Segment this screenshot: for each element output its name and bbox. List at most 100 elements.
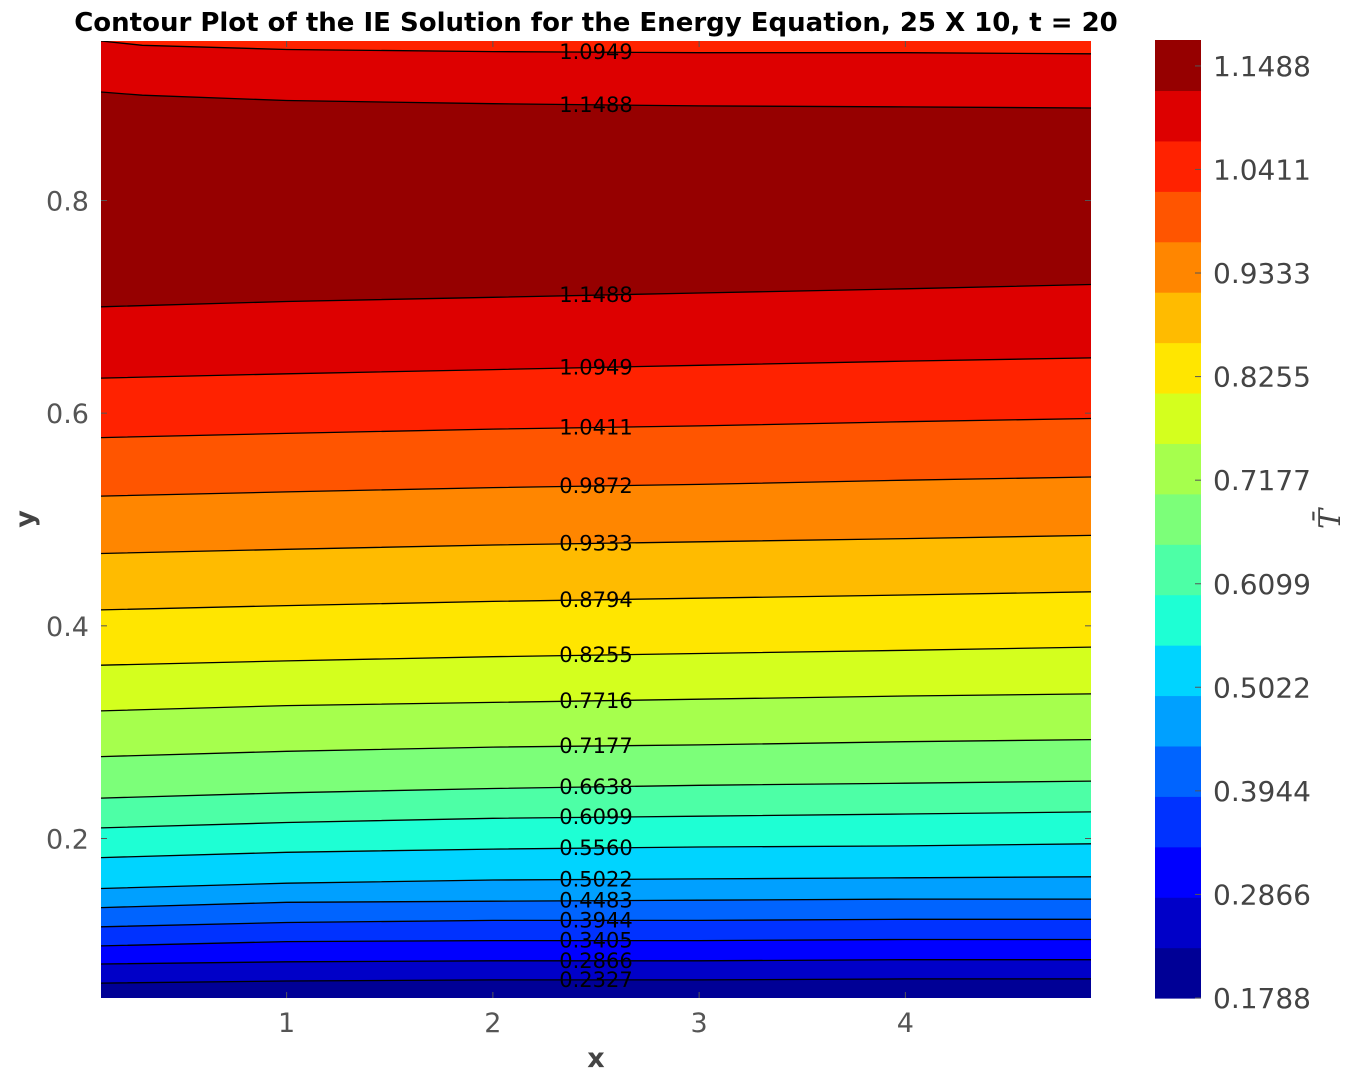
contour-band	[101, 41, 1091, 54]
contour-band	[101, 978, 1091, 998]
contour-band	[101, 647, 1091, 711]
colorbar-segment	[1155, 594, 1201, 646]
contour-line	[101, 938, 1091, 947]
x-tick-label: 1	[278, 1008, 295, 1039]
contour-level-label: 0.4483	[559, 889, 632, 913]
contour-line	[101, 476, 1091, 497]
colorbar-tick-label: 0.1788	[1213, 982, 1311, 1015]
colorbar-segment	[1155, 241, 1201, 293]
contour-level-label: 1.0949	[559, 355, 632, 379]
colorbar-segment	[1155, 493, 1201, 545]
colorbar-tick-label: 1.0411	[1213, 153, 1311, 186]
colorbar-segment	[1155, 645, 1201, 697]
colorbar-segment	[1155, 392, 1201, 444]
contour-line	[101, 591, 1091, 611]
colorbar-segment	[1155, 947, 1201, 999]
colorbar-tick-label: 0.2866	[1213, 878, 1311, 911]
contour-band	[101, 357, 1091, 438]
colorbar-tick-label: 0.5022	[1213, 671, 1311, 704]
contour-line	[101, 41, 1091, 55]
contour-level-label: 0.5560	[559, 836, 632, 860]
contour-level-label: 0.6638	[559, 775, 632, 799]
colorbar-segment	[1155, 846, 1201, 898]
contour-band	[101, 959, 1091, 984]
colorbar-tick-label: 0.6099	[1213, 568, 1311, 601]
contour-band	[101, 843, 1091, 889]
y-tick-label: 0.2	[46, 825, 89, 856]
contour-band	[101, 693, 1091, 757]
colorbar-segment	[1155, 191, 1201, 243]
contour-level-label: 0.3944	[559, 908, 632, 932]
x-axis-label: x	[587, 1043, 604, 1074]
colorbar-segment	[1155, 40, 1201, 92]
colorbar-segment	[1155, 140, 1201, 192]
contour-band	[101, 591, 1091, 666]
colorbar-segment	[1155, 443, 1201, 495]
contour-line	[101, 91, 1091, 109]
contour-level-label: 0.3405	[559, 929, 632, 953]
contour-level-label: 0.7716	[559, 689, 632, 713]
contour-level-label: 0.5022	[559, 867, 632, 891]
contour-line	[101, 357, 1091, 379]
contour-level-label: 0.6099	[559, 805, 632, 829]
contour-line	[101, 738, 1091, 758]
contour-band	[101, 41, 1091, 108]
contour-level-label: 1.1488	[559, 283, 632, 307]
contour-band	[101, 418, 1091, 497]
contour-band	[101, 876, 1091, 908]
colorbar-segment	[1155, 695, 1201, 747]
contour-line	[101, 417, 1091, 439]
contour-line	[101, 918, 1091, 928]
y-axis-label: y	[10, 510, 41, 528]
chart-title: Contour Plot of the IE Solution for the …	[74, 8, 1118, 38]
contour-line	[101, 780, 1091, 799]
contour-line	[101, 876, 1091, 890]
y-tick-label: 0.6	[46, 399, 89, 430]
colorbar-tick-label: 0.8255	[1213, 361, 1311, 394]
contour-band	[101, 284, 1091, 379]
colorbar-label: T̄	[1312, 507, 1348, 529]
colorbar-segment	[1155, 796, 1201, 848]
colorbar-segment	[1155, 292, 1201, 344]
contour-line	[101, 283, 1091, 308]
x-tick-label: 2	[484, 1008, 501, 1039]
contour-line	[101, 693, 1091, 712]
contour-band	[101, 477, 1091, 554]
contour-level-label: 1.0411	[559, 416, 632, 440]
colorbar-segment	[1155, 342, 1201, 394]
contour-line	[101, 959, 1091, 965]
contour-band	[101, 939, 1091, 964]
contour-lines	[101, 41, 1091, 984]
colorbar-tick-label: 0.7177	[1213, 464, 1311, 497]
colorbar-segment	[1155, 544, 1201, 596]
colorbar-segment	[1155, 90, 1201, 142]
colorbar-tick-label: 0.3944	[1213, 775, 1311, 808]
contour-line	[101, 843, 1091, 859]
contour-level-label: 0.8794	[559, 588, 632, 612]
contour-line	[101, 898, 1091, 909]
axes: 1 2 3 4 0.2 0.4 0.6 0.8	[46, 41, 1091, 1039]
contour-level-label: 0.7177	[559, 734, 632, 758]
colorbar-segment	[1155, 745, 1201, 797]
colorbar-tick-label: 1.1488	[1213, 50, 1311, 83]
contour-level-label: 1.0949	[559, 40, 632, 64]
contour-band	[101, 92, 1091, 307]
x-tick-label: 4	[897, 1008, 914, 1039]
colorbar: 0.1788 0.2866 0.3944 0.5022 0.6099 0.7177 0.82…	[1155, 40, 1311, 1015]
contour-line	[101, 811, 1091, 829]
contour-level-label: 0.9333	[559, 531, 632, 555]
y-tick-label: 0.8	[46, 187, 89, 218]
contour-line	[101, 534, 1091, 555]
colorbar-segment	[1155, 897, 1201, 949]
contour-line	[101, 978, 1091, 984]
contour-band	[101, 899, 1091, 927]
contour-level-label: 0.2866	[559, 949, 632, 973]
contour-level-label: 0.9872	[559, 474, 632, 498]
y-tick-label: 0.4	[46, 612, 89, 643]
colorbar-tick-label: 0.9333	[1213, 257, 1311, 290]
contour-level-label: 1.1488	[559, 93, 632, 117]
x-tick-label: 3	[691, 1008, 708, 1039]
contour-level-label: 0.8255	[559, 643, 632, 667]
